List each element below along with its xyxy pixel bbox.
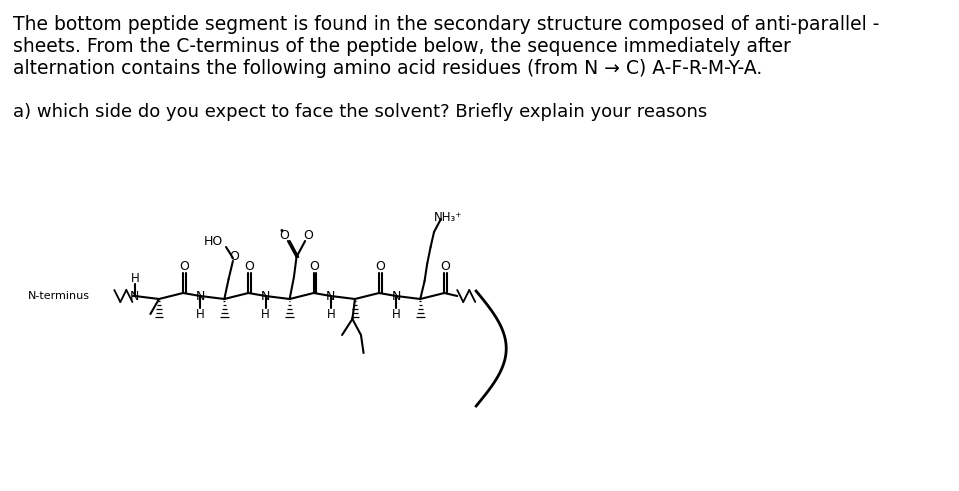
Text: O: O <box>440 260 450 273</box>
Text: H: H <box>196 307 204 321</box>
Text: H: H <box>392 307 401 321</box>
Text: N: N <box>196 290 205 302</box>
Text: •: • <box>278 226 284 236</box>
Text: H: H <box>261 307 269 321</box>
Text: O: O <box>230 249 240 263</box>
Text: O: O <box>245 260 254 273</box>
Text: NH₃⁺: NH₃⁺ <box>433 211 462 223</box>
Text: The bottom peptide segment is found in the secondary structure composed of anti-: The bottom peptide segment is found in t… <box>12 15 879 34</box>
Text: a) which side do you expect to face the solvent? Briefly explain your reasons: a) which side do you expect to face the … <box>12 103 707 121</box>
Text: O: O <box>375 260 385 273</box>
Text: O: O <box>179 260 189 273</box>
Text: H: H <box>130 272 139 284</box>
Text: N: N <box>391 290 401 302</box>
Text: alternation contains the following amino acid residues (from N → C) A-F-R-M-Y-A.: alternation contains the following amino… <box>12 59 762 78</box>
Text: H: H <box>326 307 336 321</box>
Text: O: O <box>304 228 314 242</box>
Text: N‑terminus: N‑terminus <box>28 291 90 301</box>
Text: O: O <box>310 260 319 273</box>
Text: HO: HO <box>203 235 222 247</box>
Text: N: N <box>130 290 140 302</box>
Text: O: O <box>279 228 290 242</box>
Text: N: N <box>261 290 270 302</box>
Text: N: N <box>326 290 336 302</box>
Text: sheets. From the C-terminus of the peptide below, the sequence immediately after: sheets. From the C-terminus of the pepti… <box>12 37 791 56</box>
